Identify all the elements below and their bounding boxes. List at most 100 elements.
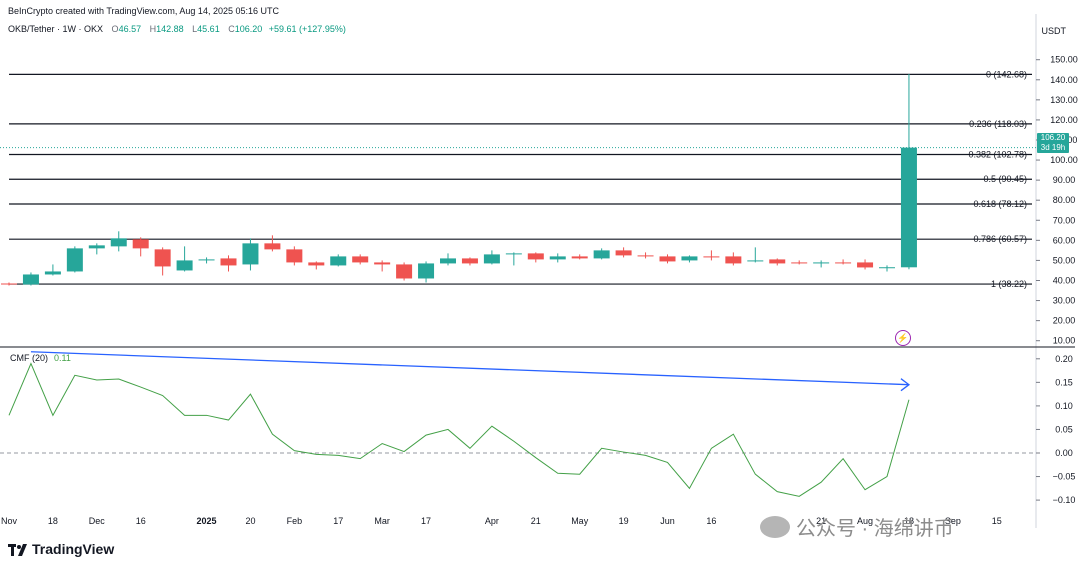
price-tick-label: 20.00 [1053, 316, 1076, 326]
high-label: H [149, 24, 157, 34]
candle-body [615, 250, 632, 256]
time-axis-label: 16 [706, 516, 716, 526]
price-tick-label: 60.00 [1053, 235, 1076, 245]
time-axis-label: 16 [136, 516, 146, 526]
price-tick-label: 90.00 [1053, 175, 1076, 185]
time-axis-label: Sep [945, 516, 961, 526]
candle-body [725, 256, 742, 264]
time-axis-label: 15 [992, 516, 1002, 526]
symbol-title[interactable]: OKB/Tether · 1W · OKX [8, 24, 104, 34]
candle-body [330, 256, 347, 266]
time-axis-label: Apr [485, 516, 499, 526]
creator-line: BeInCrypto created with TradingView.com,… [8, 6, 279, 16]
cmf-tick-label: −0.10 [1053, 495, 1076, 505]
fib-level-label: 0.382 (102.78) [968, 149, 1027, 159]
candle-body [791, 262, 808, 264]
time-axis-label: 21 [531, 516, 541, 526]
price-tick-label: 30.00 [1053, 296, 1076, 306]
close-label: C [228, 24, 235, 34]
cmf-label: CMF (20) [10, 353, 48, 363]
high-value: 142.88 [156, 24, 184, 34]
symbol-ohlc-line: OKB/Tether · 1W · OKX O46.57 H142.88 L45… [8, 24, 346, 34]
candle-body [1, 283, 17, 285]
price-axis-unit[interactable]: USDT [1041, 26, 1067, 36]
candle-body [44, 271, 61, 275]
cmf-line [8, 362, 910, 497]
candle-body [66, 248, 83, 272]
open-value: 46.57 [118, 24, 142, 34]
candle-body [132, 239, 149, 249]
candle-body [835, 262, 852, 264]
candle-body [813, 262, 830, 264]
price-tick-label: 130.00 [1050, 95, 1078, 105]
cmf-legend[interactable]: CMF (20) 0.11 [10, 353, 71, 363]
cmf-tick-label: 0.10 [1055, 401, 1073, 411]
change-value: +59.61 (+127.95%) [268, 24, 346, 34]
cmf-value: 0.11 [54, 353, 71, 363]
time-axis-label: 21 [816, 516, 826, 526]
time-axis-label: Mar [374, 516, 390, 526]
time-axis-label: Feb [287, 516, 303, 526]
low-value: 45.61 [197, 24, 220, 34]
candle-body [461, 258, 478, 264]
time-axis-label: 20 [245, 516, 255, 526]
price-tick-label: 150.00 [1050, 55, 1078, 65]
fib-level-label: 0.618 (78.12) [973, 199, 1027, 209]
candle-body [374, 262, 391, 265]
time-axis-label: May [571, 516, 589, 526]
trendline-arrowhead [900, 378, 911, 392]
candle-body [659, 256, 676, 262]
candle-body [88, 245, 105, 249]
candle-body [505, 253, 522, 255]
candle-body [242, 243, 259, 265]
time-axis-label: 19 [619, 516, 629, 526]
price-tick-label: 10.00 [1053, 336, 1076, 346]
cmf-tick-label: 0.00 [1055, 448, 1073, 458]
cmf-tick-label: −0.05 [1053, 472, 1076, 482]
price-tick-label: 140.00 [1050, 75, 1078, 85]
candle-body [176, 260, 193, 271]
candle-body [900, 147, 917, 268]
candle-body [703, 256, 720, 258]
candle-body [440, 258, 456, 264]
candle-body [857, 262, 874, 268]
candle-body [769, 259, 786, 264]
candle-body [352, 256, 369, 263]
event-bolt-icon[interactable]: ⚡ [895, 330, 911, 346]
fib-level-label: 1 (38.22) [991, 279, 1027, 289]
candle-body [593, 250, 610, 259]
candle-body [418, 263, 435, 279]
price-tick-label: 120.00 [1050, 115, 1078, 125]
candle-body [220, 258, 237, 266]
cmf-tick-label: 0.05 [1055, 424, 1073, 434]
fib-level-label: 0.786 (60.57) [973, 234, 1027, 244]
candle-body [264, 243, 281, 250]
time-axis-label: Aug [857, 516, 873, 526]
candle-body [549, 256, 566, 260]
candle-body [747, 260, 764, 262]
close-value: 106.20 [234, 24, 263, 34]
tradingview-logo[interactable]: TradingView [8, 541, 114, 557]
watermark-text: 公众号 · 海绵讲币 [796, 518, 954, 540]
candle-body [110, 238, 127, 247]
open-label: O [111, 24, 119, 34]
fib-level-label: 0 (142.68) [986, 69, 1027, 79]
cmf-tick-label: 0.15 [1055, 377, 1073, 387]
time-axis-label: 18 [48, 516, 58, 526]
candle-body [154, 249, 171, 267]
candle-body [681, 256, 698, 261]
fib-level-label: 0.236 (118.03) [969, 119, 1027, 129]
price-tick-label: 40.00 [1053, 275, 1076, 285]
last-price-value: 106.20 [1040, 133, 1066, 142]
tradingview-logo-icon [8, 543, 28, 556]
candle-body [308, 262, 325, 266]
candle-body [198, 259, 215, 261]
candle-body [483, 254, 500, 264]
fib-level-label: 0.5 (90.45) [983, 174, 1027, 184]
candle-body [637, 255, 654, 257]
candle-body [286, 249, 303, 263]
cmf-tick-label: 0.20 [1055, 354, 1073, 364]
last-price-tag: 106.20 3d 19h [1037, 133, 1069, 153]
time-axis-label: Jun [660, 516, 675, 526]
